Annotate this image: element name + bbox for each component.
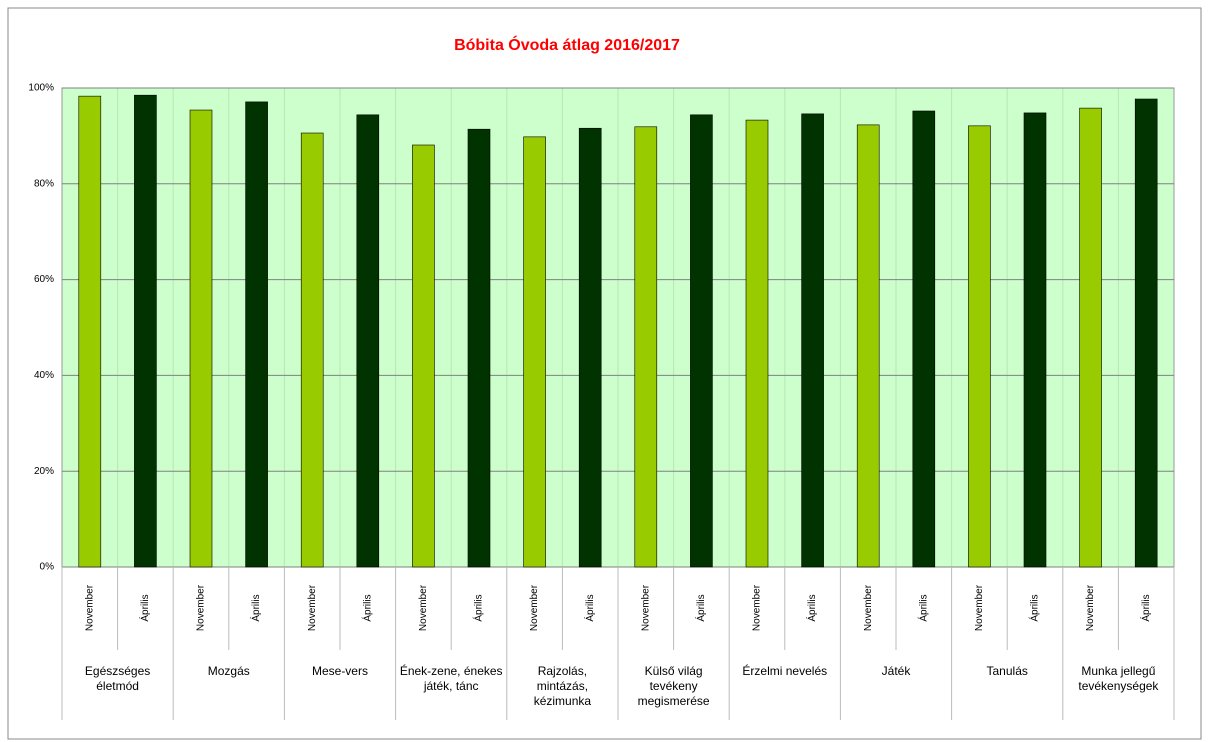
y-tick-label: 80% (34, 178, 54, 189)
x-tick-label: November (974, 584, 985, 631)
group-label: Ének-zene, énekes játék, tánc (399, 664, 503, 693)
group-label: Egészséges életmód (84, 664, 151, 693)
group-label: Tanulás (986, 664, 1028, 678)
x-tick-label: Április (805, 594, 818, 621)
bar (412, 144, 435, 568)
group-label: Rajzolás, mintázás, kézimunka (533, 664, 592, 708)
y-tick-label: 40% (34, 370, 54, 381)
x-tick-label: Április (138, 594, 151, 621)
x-tick-label: Április (694, 594, 707, 621)
bar (189, 109, 213, 568)
group-label: Érzelmi nevelés (742, 664, 828, 678)
bar (245, 101, 268, 568)
x-tick-label: Április (360, 594, 373, 621)
bar (134, 94, 157, 568)
y-tick-label: 0% (40, 562, 55, 573)
group-label: Mozgás (207, 664, 250, 678)
bar (467, 128, 491, 568)
bar (856, 124, 880, 568)
chart-title: Bóbita Óvoda átlag 2016/2017 (454, 35, 680, 54)
x-tick-label: November (196, 584, 207, 631)
y-tick-label: 20% (34, 466, 54, 477)
x-tick-label: November (84, 584, 95, 631)
x-tick-label: November (1085, 584, 1096, 631)
x-tick-label: November (529, 584, 540, 631)
bar (690, 114, 713, 568)
y-tick-label: 100% (28, 83, 54, 94)
bar (1079, 107, 1102, 568)
x-tick-label: Április (583, 594, 596, 621)
bar (356, 114, 380, 568)
x-tick-label: November (307, 584, 318, 631)
x-tick-label: November (752, 584, 763, 631)
bar (745, 119, 769, 568)
x-tick-label: November (418, 584, 429, 631)
group-label: Mese-vers (311, 664, 368, 678)
x-tick-label: Április (249, 594, 262, 621)
bar (578, 127, 602, 568)
x-tick-label: Április (472, 594, 485, 621)
group-label: Külső világ tevékeny megismerése (637, 664, 710, 708)
bar (300, 132, 324, 568)
y-tick-label: 60% (34, 274, 54, 285)
group-label: Játék (881, 664, 911, 678)
bar (801, 113, 824, 568)
bar (634, 126, 658, 568)
bar (912, 110, 936, 568)
x-tick-label: Április (916, 594, 929, 621)
x-tick-label: November (863, 584, 874, 631)
bar (1023, 112, 1047, 568)
bar (523, 136, 546, 568)
x-tick-label: Április (1139, 594, 1152, 621)
group-label: Munka jellegű tevékenységek (1078, 664, 1159, 693)
bar (1134, 98, 1158, 568)
x-tick-label: November (640, 584, 651, 631)
x-tick-label: Április (1028, 594, 1041, 621)
bar (968, 125, 991, 568)
bar (78, 95, 102, 568)
